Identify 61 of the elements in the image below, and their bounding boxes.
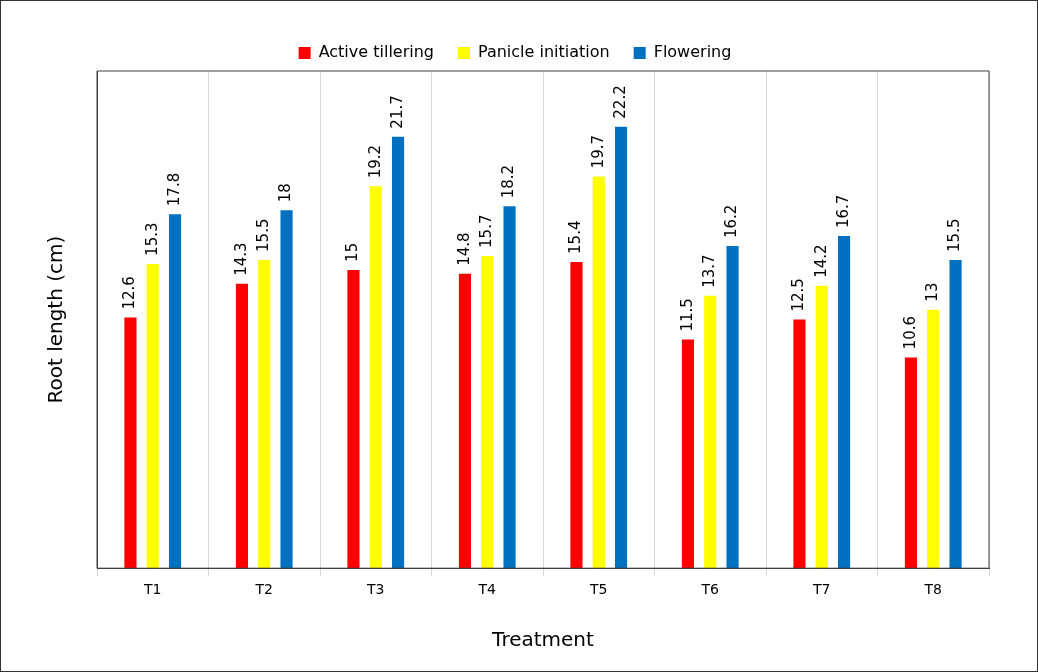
bar [949,259,962,569]
x-tick-label: T6 [700,581,720,598]
data-label: 10.6 [900,315,919,350]
x-tick-label: T2 [254,581,273,598]
bar [815,285,828,569]
bar [391,136,405,569]
bar [369,186,382,569]
data-label: 21.7 [387,95,406,129]
x-tick-label: T3 [366,581,385,598]
bar [570,261,583,569]
x-tick-label: T5 [589,581,608,598]
x-tick-label: T1 [143,581,162,598]
legend-label: Active tillering [318,42,434,62]
data-label: 15 [343,242,362,262]
data-label: 19.2 [365,144,384,179]
bar [681,339,695,569]
bar [146,263,159,569]
data-label: 15.5 [945,218,964,252]
data-label: 22.2 [610,85,629,119]
data-label: 15.3 [142,222,161,256]
legend-label: Flowering [653,42,732,62]
bar [481,255,494,569]
data-label: 17.8 [164,172,183,207]
data-label: 14.2 [811,244,830,278]
x-tick-label: T4 [477,581,497,598]
data-label: 12.5 [789,278,808,312]
bar [503,206,516,569]
bar [592,176,605,569]
x-tick-label: T8 [923,581,942,598]
bar [124,317,137,569]
data-label: 12.6 [120,276,139,310]
data-label: 18 [276,183,295,203]
data-label: 15.4 [566,220,585,254]
bar [458,273,472,569]
bar [168,214,182,569]
bar [280,210,293,569]
data-label: 15.7 [477,214,496,248]
data-label: 18.2 [499,164,518,199]
bar [904,357,918,569]
data-label: 13.7 [700,254,719,288]
bar [347,269,360,569]
bar [927,309,940,569]
bar [614,126,628,569]
bar [235,283,249,569]
data-label: 11.5 [677,298,696,332]
bar [726,246,739,569]
data-label: 19.7 [588,135,607,169]
data-label: 13 [923,282,942,302]
data-label: 16.7 [833,194,852,229]
data-label: 14.8 [454,232,473,266]
bar [258,259,271,569]
data-label: 15.5 [254,218,273,252]
bar [793,319,806,569]
bar [704,295,717,569]
data-label: 16.2 [722,204,741,239]
data-label: 14.3 [231,242,250,276]
bar [837,236,851,569]
x-axis-title: Treatment [491,627,595,652]
y-axis-title: Root length (cm) [43,235,68,404]
x-tick-label: T7 [812,581,831,598]
legend-label: Panicle initiation [477,42,610,62]
